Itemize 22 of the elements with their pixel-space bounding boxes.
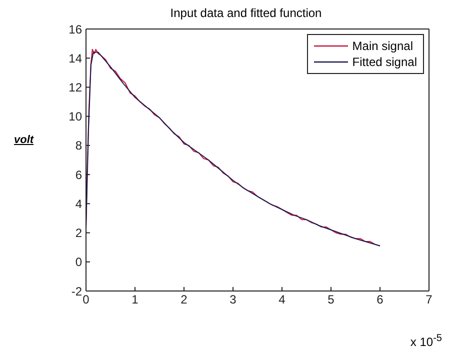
x-tick-label: 5 <box>328 292 335 307</box>
y-tick-label: 14 <box>68 51 82 66</box>
y-tick-label: 8 <box>75 138 82 153</box>
y-tick-label: 12 <box>68 80 82 94</box>
x-tick-label: 4 <box>278 292 286 307</box>
y-tick-label: 16 <box>68 22 82 36</box>
y-tick-label: 10 <box>68 110 82 124</box>
y-tick-label: 0 <box>75 255 82 270</box>
chart-title: Input data and fitted function <box>169 6 323 20</box>
y-tick-label: -2 <box>71 284 82 298</box>
x-tick-label: 3 <box>230 292 237 307</box>
legend-label: Main signal <box>352 39 413 53</box>
x-tick-label: 6 <box>376 292 384 307</box>
y-tick-label: 4 <box>75 196 82 211</box>
x-tick-label: 7 <box>426 292 433 307</box>
y-tick-label: 6 <box>75 168 82 182</box>
x-tick-label: 2 <box>180 292 188 307</box>
x-tick-label: 1 <box>132 292 139 307</box>
y-tick-label: 2 <box>75 226 82 240</box>
text: x 10$^{-5}$ <box>410 333 442 349</box>
y-axis-title: volt <box>14 134 34 146</box>
legend-label: Fitted signal <box>352 55 417 69</box>
